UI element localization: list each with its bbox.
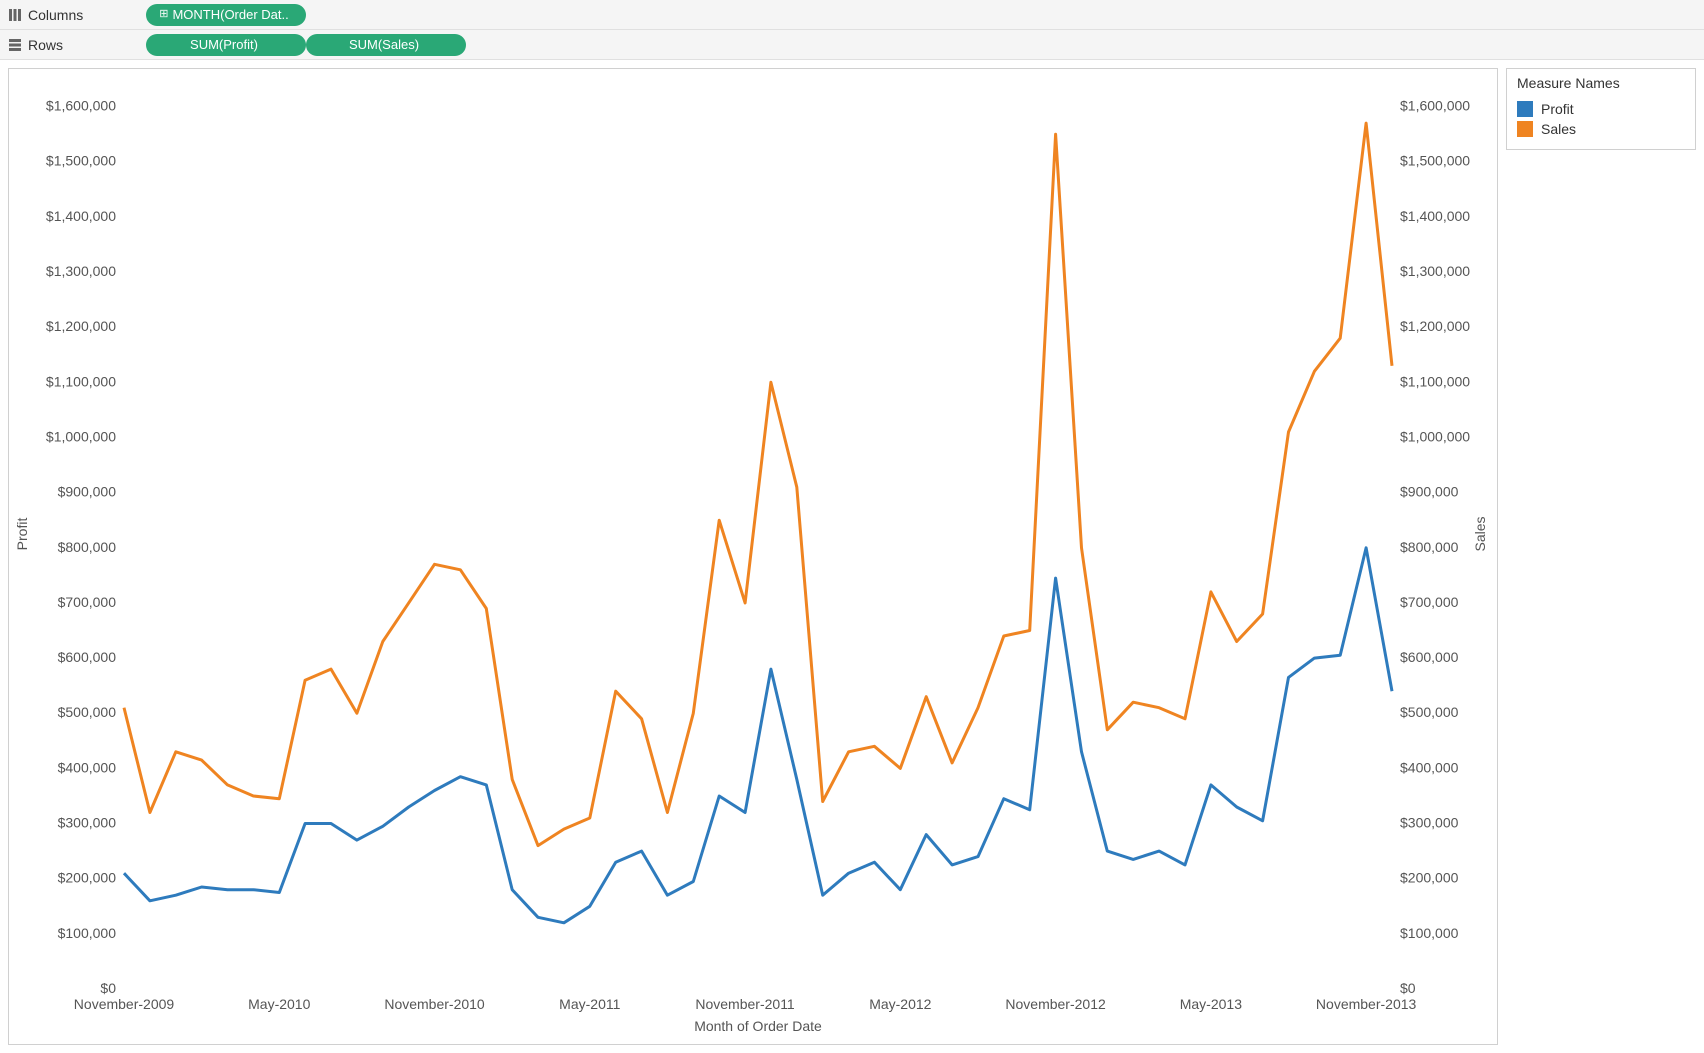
y-left-tick-label: $1,600,000 (46, 98, 116, 114)
rows-shelf: Rows SUM(Profit) SUM(Sales) (0, 30, 1704, 60)
x-tick-label: November-2013 (1316, 996, 1417, 1012)
y-right-tick-label: $200,000 (1400, 870, 1459, 886)
y-right-tick-label: $700,000 (1400, 594, 1459, 610)
columns-icon (8, 8, 22, 22)
y-left-tick-label: $200,000 (58, 870, 117, 886)
y-left-tick-label: $300,000 (58, 815, 117, 831)
y-left-tick-label: $100,000 (58, 925, 117, 941)
y-right-axis-title: Sales (1472, 516, 1488, 551)
rows-shelf-text: Rows (28, 37, 63, 53)
x-axis-title: Month of Order Date (694, 1018, 822, 1034)
x-tick-label: November-2012 (1005, 996, 1106, 1012)
y-right-tick-label: $1,100,000 (1400, 373, 1470, 389)
y-right-tick-label: $800,000 (1400, 539, 1459, 555)
main-area: $0 $100,000 $200,000 $300,000 $400,000 $500,0… (0, 60, 1704, 1053)
x-tick-label: May-2010 (248, 996, 310, 1012)
y-left-tick-label: $900,000 (58, 484, 117, 500)
x-tick-label: November-2010 (384, 996, 485, 1012)
y-right-tick-label: $1,600,000 (1400, 98, 1470, 114)
y-left-axis-title: Profit (14, 518, 30, 551)
legend-swatch (1517, 101, 1533, 117)
line-chart[interactable]: $0 $100,000 $200,000 $300,000 $400,000 $500,0… (9, 69, 1497, 1044)
pill-label: MONTH(Order Dat.. (172, 7, 288, 22)
y-right-tick-label: $1,000,000 (1400, 428, 1470, 444)
y-left-tick-label: $1,200,000 (46, 318, 116, 334)
rows-pills-container: SUM(Profit) SUM(Sales) (146, 34, 466, 56)
y-right-tick-label: $1,500,000 (1400, 153, 1470, 169)
x-tick-label: May-2013 (1180, 996, 1242, 1012)
legend-title: Measure Names (1517, 75, 1685, 93)
legend-items: Profit Sales (1517, 99, 1685, 139)
y-left-tick-label: $1,100,000 (46, 373, 116, 389)
legend-item[interactable]: Profit (1517, 99, 1685, 119)
pill[interactable]: ⊞ MONTH(Order Dat.. (146, 4, 306, 26)
legend-swatch (1517, 121, 1533, 137)
y-right-tick-label: $600,000 (1400, 649, 1459, 665)
y-right-tick-label: $0 (1400, 980, 1416, 996)
rows-icon (8, 38, 22, 52)
y-right-tick-label: $300,000 (1400, 815, 1459, 831)
rows-shelf-label: Rows (8, 37, 138, 53)
y-right-tick-label: $100,000 (1400, 925, 1459, 941)
x-tick-label: May-2011 (559, 996, 620, 1012)
legend-card: Measure Names Profit Sales (1506, 68, 1696, 150)
y-left-tick-label: $1,300,000 (46, 263, 116, 279)
y-left-tick-label: $400,000 (58, 759, 117, 775)
expand-icon: ⊞ (159, 9, 168, 20)
y-right-tick-label: $1,200,000 (1400, 318, 1470, 334)
y-right-tick-label: $1,400,000 (1400, 208, 1470, 224)
columns-pills-container: ⊞ MONTH(Order Dat.. (146, 4, 306, 26)
series-profit[interactable] (124, 548, 1392, 923)
pill-label: SUM(Sales) (349, 37, 419, 52)
y-left-tick-label: $600,000 (58, 649, 117, 665)
legend-item[interactable]: Sales (1517, 119, 1685, 139)
y-left-tick-label: $800,000 (58, 539, 117, 555)
columns-shelf-text: Columns (28, 7, 83, 23)
y-right-tick-label: $900,000 (1400, 484, 1459, 500)
y-left-tick-label: $0 (100, 980, 116, 996)
pill-label: SUM(Profit) (190, 37, 258, 52)
columns-shelf-label: Columns (8, 7, 138, 23)
y-left-tick-label: $1,400,000 (46, 208, 116, 224)
chart-card: $0 $100,000 $200,000 $300,000 $400,000 $500,0… (8, 68, 1498, 1045)
y-left-tick-label: $1,500,000 (46, 153, 116, 169)
y-left-tick-label: $500,000 (58, 704, 117, 720)
y-right-tick-label: $500,000 (1400, 704, 1459, 720)
y-right-tick-label: $1,300,000 (1400, 263, 1470, 279)
x-tick-label: May-2012 (869, 996, 931, 1012)
x-tick-label: November-2009 (74, 996, 175, 1012)
y-right-tick-label: $400,000 (1400, 759, 1459, 775)
x-tick-label: November-2011 (695, 996, 795, 1012)
y-left-tick-label: $700,000 (58, 594, 117, 610)
legend-label: Sales (1541, 121, 1576, 137)
y-left-tick-label: $1,000,000 (46, 428, 116, 444)
columns-shelf: Columns ⊞ MONTH(Order Dat.. (0, 0, 1704, 30)
pill[interactable]: SUM(Profit) (146, 34, 306, 56)
legend-label: Profit (1541, 101, 1574, 117)
pill[interactable]: SUM(Sales) (306, 34, 466, 56)
